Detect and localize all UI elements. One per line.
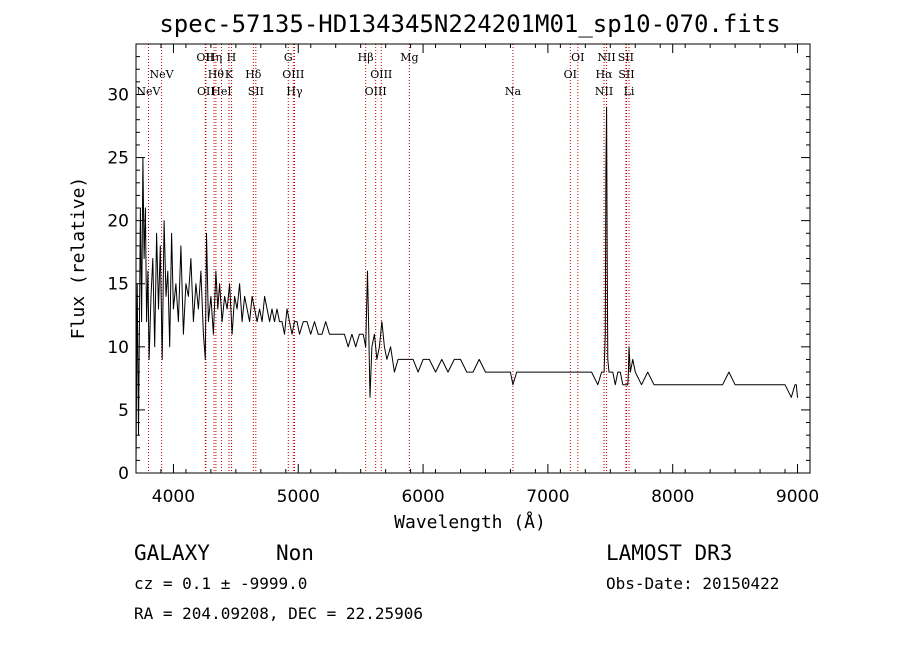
x-tick-label: 4000 bbox=[152, 487, 195, 507]
emission-line-label: SII bbox=[618, 51, 634, 64]
x-tick-label: 6000 bbox=[401, 487, 444, 507]
emission-line-label: K bbox=[225, 68, 234, 81]
y-tick-label: 30 bbox=[107, 85, 129, 105]
x-axis-label: Wavelength (Å) bbox=[394, 511, 546, 533]
emission-line-label: SII bbox=[248, 85, 264, 98]
emission-line-label: OIII bbox=[370, 68, 392, 81]
y-axis-label: Flux (relative) bbox=[68, 177, 89, 340]
emission-line-label: OIII bbox=[282, 68, 304, 81]
emission-line-label: Mg bbox=[400, 51, 418, 64]
emission-line-label: NeV bbox=[150, 68, 175, 81]
emission-line-label: OI bbox=[564, 68, 577, 81]
emission-line-label: OII bbox=[196, 51, 214, 64]
emission-line-markers bbox=[147, 44, 630, 473]
y-tick-label: 5 bbox=[118, 401, 129, 421]
emission-line-label: NII bbox=[595, 85, 613, 98]
chart-title: spec-57135-HD134345N224201M01_sp10-070.f… bbox=[159, 10, 780, 38]
x-tick-label: 5000 bbox=[277, 487, 320, 507]
emission-line-label: Hα bbox=[596, 68, 614, 81]
y-tick-label: 10 bbox=[107, 338, 129, 358]
emission-line-label: OIII bbox=[365, 85, 387, 98]
emission-line-label: Hδ bbox=[245, 68, 262, 81]
emission-line-label: Hγ bbox=[286, 85, 303, 98]
y-tick-label: 20 bbox=[107, 212, 129, 232]
obs-date-text: Obs-Date: 20150422 bbox=[606, 574, 779, 593]
redshift-text: cz = 0.1 ± -9999.0 bbox=[134, 574, 307, 593]
emission-line-label: Hβ bbox=[358, 51, 374, 64]
emission-line-label: Na bbox=[505, 85, 522, 98]
x-tick-label: 8000 bbox=[651, 487, 694, 507]
emission-line-label: SII bbox=[618, 68, 634, 81]
emission-line-label: OI bbox=[571, 51, 584, 64]
x-tick-label: 9000 bbox=[776, 487, 819, 507]
y-axis-ticks: 0 5 10 15 20 25 30 bbox=[107, 43, 810, 484]
emission-line-label: Hη bbox=[206, 51, 222, 64]
emission-line-label: HeI bbox=[211, 85, 231, 98]
emission-line-label: NeV bbox=[136, 85, 161, 98]
y-tick-label: 0 bbox=[118, 464, 129, 484]
survey-name: LAMOST DR3 bbox=[606, 541, 732, 565]
object-class: GALAXY bbox=[134, 541, 210, 565]
y-tick-label: 15 bbox=[107, 275, 129, 295]
coordinates-text: RA = 204.09208, DEC = 22.25906 bbox=[134, 604, 423, 623]
object-subclass: Non bbox=[276, 541, 314, 565]
emission-line-label: NII bbox=[597, 51, 615, 64]
emission-line-label: G bbox=[284, 51, 293, 64]
plot-frame bbox=[135, 43, 811, 474]
emission-line-label: Hθ bbox=[208, 68, 225, 81]
emission-line-label: OII bbox=[197, 85, 215, 98]
x-tick-label: 7000 bbox=[526, 487, 569, 507]
emission-line-label: H bbox=[227, 51, 237, 64]
spectrum-line bbox=[135, 106, 799, 470]
y-tick-label: 25 bbox=[107, 149, 129, 169]
x-axis-ticks: 4000 5000 6000 7000 8000 9000 bbox=[135, 44, 819, 507]
emission-line-label: Li bbox=[624, 85, 635, 98]
